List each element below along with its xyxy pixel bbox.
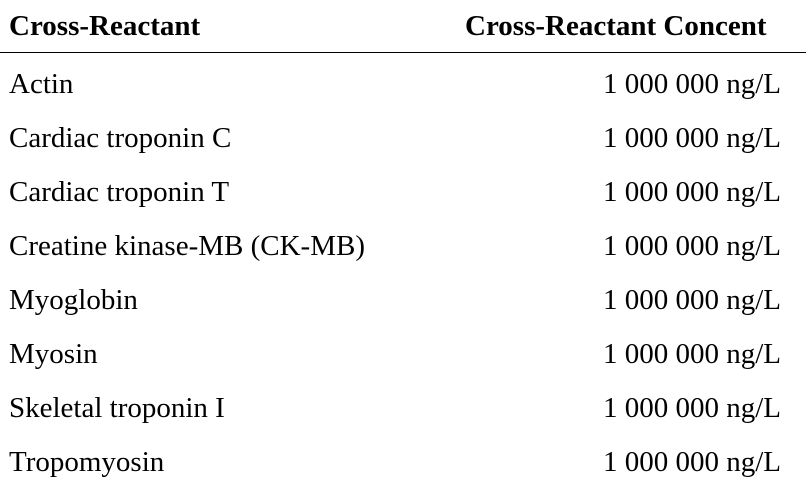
- cross-reactant-concentration: 1 000 000 ng/L: [602, 122, 781, 154]
- table-header-row: Cross-Reactant Cross-Reactant Concent: [0, 0, 806, 53]
- header-cross-reactant-concentration: Cross-Reactant Concent: [465, 10, 767, 42]
- cross-reactant-concentration: 1 000 000 ng/L: [602, 338, 781, 370]
- cross-reactant-name: Actin: [9, 68, 74, 100]
- cross-reactant-concentration: 1 000 000 ng/L: [602, 230, 781, 262]
- table-row: Skeletal troponin I 1 000 000 ng/L: [0, 380, 806, 434]
- table-row: Tropomyosin 1 000 000 ng/L: [0, 434, 806, 486]
- cross-reactant-concentration: 1 000 000 ng/L: [602, 392, 781, 424]
- cross-reactant-name: Myosin: [9, 338, 98, 370]
- table-row: Creatine kinase-MB (CK-MB) 1 000 000 ng/…: [0, 218, 806, 272]
- table-row: Actin 1 000 000 ng/L: [0, 56, 806, 110]
- cross-reactant-name: Myoglobin: [9, 284, 138, 316]
- cross-reactant-concentration: 1 000 000 ng/L: [602, 284, 781, 316]
- table-row: Myoglobin 1 000 000 ng/L: [0, 272, 806, 326]
- cross-reactant-name: Cardiac troponin C: [9, 122, 232, 154]
- table-row: Cardiac troponin C 1 000 000 ng/L: [0, 110, 806, 164]
- cross-reactant-concentration: 1 000 000 ng/L: [602, 176, 781, 208]
- cross-reactant-concentration: 1 000 000 ng/L: [602, 446, 781, 478]
- cross-reactant-concentration: 1 000 000 ng/L: [602, 68, 781, 100]
- cross-reactant-name: Creatine kinase-MB (CK-MB): [9, 230, 365, 262]
- cross-reactant-name: Tropomyosin: [9, 446, 165, 478]
- header-cross-reactant: Cross-Reactant: [9, 10, 201, 42]
- table-row: Myosin 1 000 000 ng/L: [0, 326, 806, 380]
- table-row: Cardiac troponin T 1 000 000 ng/L: [0, 164, 806, 218]
- cross-reactant-name: Skeletal troponin I: [9, 392, 225, 424]
- cross-reactant-name: Cardiac troponin T: [9, 176, 230, 208]
